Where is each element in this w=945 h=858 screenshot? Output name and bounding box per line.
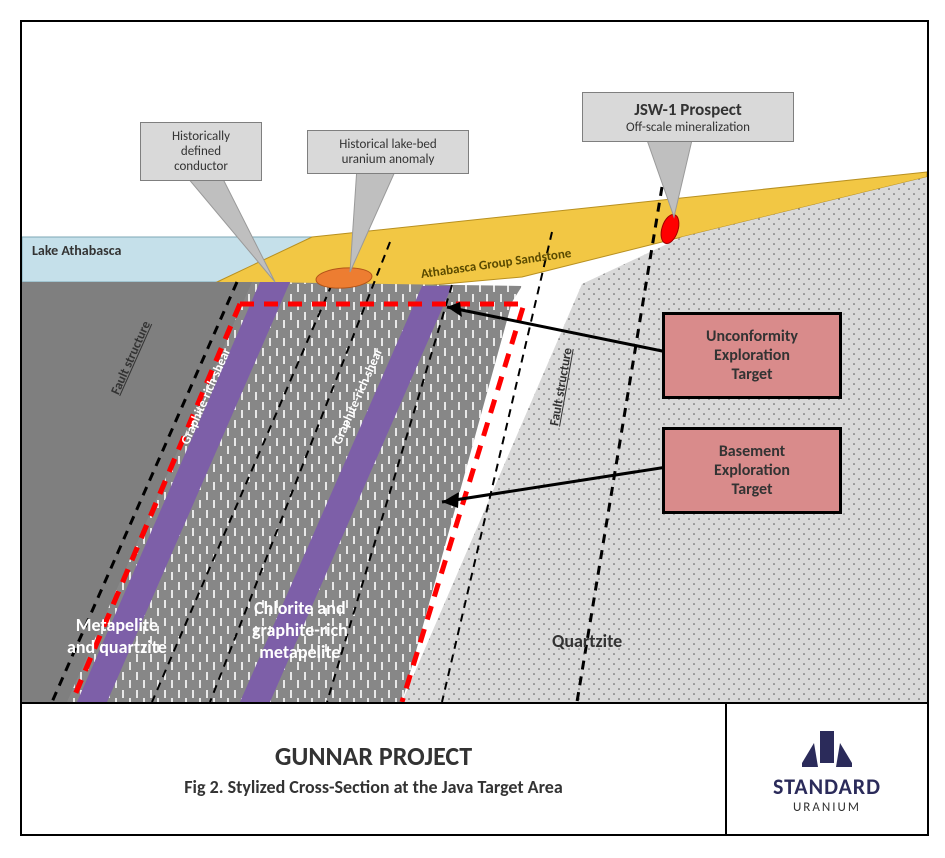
callout-conductor-l1: Historically: [172, 129, 230, 144]
logo-line2: URANIUM: [793, 800, 861, 815]
caption-area: GUNNAR PROJECT Fig 2. Stylized Cross-Sec…: [22, 702, 927, 834]
callout-prospect: JSW-1 Prospect Off-scale mineralization: [582, 92, 794, 142]
label-quartzite: Quartzite: [552, 630, 622, 652]
target-basement: Basement Exploration Target: [662, 427, 842, 514]
target-unconf-l2: Exploration: [714, 346, 790, 365]
callout-conductor: Historically defined conductor: [140, 122, 262, 181]
label-chlorite: Chlorite andgraphite-richmetapelite: [252, 597, 348, 663]
diagram-area: Historically defined conductor Historica…: [22, 22, 927, 702]
target-unconf-l1: Unconformity: [706, 327, 798, 346]
caption-subtitle: Fig 2. Stylized Cross-Section at the Jav…: [184, 776, 562, 798]
logo-icon: [792, 723, 862, 773]
target-unconformity: Unconformity Exploration Target: [662, 312, 842, 399]
callout-conductor-l3: conductor: [174, 159, 228, 174]
callout-anomaly-l2: uranium anomaly: [342, 152, 435, 167]
logo-line1: STANDARD: [773, 773, 881, 800]
caption-title: GUNNAR PROJECT: [275, 740, 472, 772]
target-unconf-l3: Target: [731, 365, 772, 384]
target-base-l3: Target: [731, 480, 772, 499]
callout-anomaly-l1: Historical lake-bed: [339, 137, 436, 152]
logo-area: STANDARD URANIUM: [725, 704, 927, 834]
figure-container: Historically defined conductor Historica…: [20, 20, 929, 836]
label-metapelite: Metapeliteand quartzite: [67, 614, 167, 658]
callout-prospect-sub: Off-scale mineralization: [626, 120, 750, 135]
callout-prospect-title: JSW-1 Prospect: [634, 99, 742, 120]
target-base-l1: Basement: [719, 442, 785, 461]
callout-conductor-l2: defined: [181, 144, 221, 159]
label-lake: Lake Athabasca: [32, 242, 121, 259]
caption-text: GUNNAR PROJECT Fig 2. Stylized Cross-Sec…: [22, 704, 725, 834]
callout-anomaly: Historical lake-bed uranium anomaly: [307, 130, 469, 174]
target-base-l2: Exploration: [714, 461, 790, 480]
